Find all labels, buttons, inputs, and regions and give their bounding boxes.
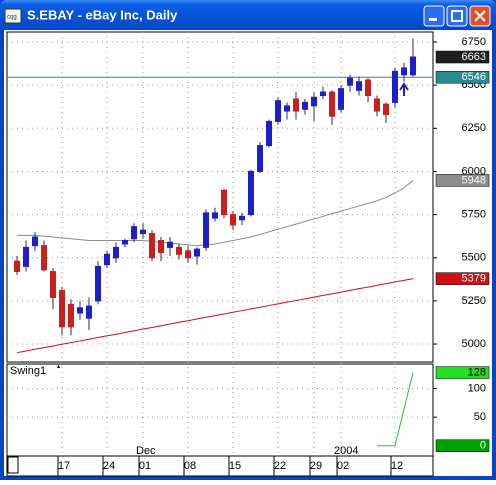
candle-body: [23, 246, 29, 267]
candle-body: [347, 77, 353, 86]
app-icon-glyph: cqg: [7, 15, 17, 21]
study-title: Swing1: [10, 365, 46, 377]
period-label: 2004: [334, 445, 358, 457]
maximize-button[interactable]: [446, 5, 468, 27]
candle-body: [68, 303, 74, 328]
y-tick-label: 50: [474, 411, 486, 423]
study-caret: [57, 365, 60, 368]
candle-body: [122, 239, 128, 245]
candle-body: [50, 271, 56, 298]
close-glyph: [474, 10, 486, 22]
price-marker-label: 5379: [462, 273, 486, 285]
price-marker-label: 6663: [462, 51, 486, 63]
candle-body: [392, 70, 398, 103]
candle-body: [149, 233, 155, 259]
title-bar: [0, 0, 496, 30]
candle-body: [401, 67, 407, 76]
price-marker-label: 0: [480, 440, 486, 452]
x-tick-label: 17: [58, 460, 70, 472]
candle-body: [320, 91, 326, 97]
signal-arrow: [399, 82, 409, 96]
price-marker: [435, 439, 490, 452]
candle-body: [86, 305, 92, 319]
minimize-button[interactable]: [423, 5, 445, 27]
scroll-handle[interactable]: [7, 456, 19, 474]
candle-body: [365, 79, 371, 97]
window-title: S.EBAY - eBay Inc, Daily: [27, 7, 178, 22]
price-marker: [435, 272, 490, 285]
candle-body: [311, 96, 317, 107]
price-panel: [6, 31, 434, 363]
candle-body: [59, 290, 65, 328]
moving-average: [16, 278, 414, 354]
candle-body: [104, 253, 110, 266]
moving-average: [17, 180, 414, 247]
candle-body: [41, 245, 47, 271]
y-tick-label: 6250: [462, 122, 486, 134]
y-tick-label: 5750: [462, 209, 486, 221]
price-marker-label: 6546: [462, 71, 486, 83]
candle-body: [167, 241, 173, 248]
price-marker: [435, 174, 490, 187]
candle-body: [203, 212, 209, 248]
candle-body: [266, 120, 272, 147]
x-tick-label: 24: [103, 460, 115, 472]
x-tick-label: 01: [139, 460, 151, 472]
candle-body: [293, 98, 299, 112]
price-marker: [435, 70, 490, 84]
candle-body: [95, 265, 101, 302]
candle-body: [221, 189, 227, 216]
candle-body: [239, 215, 245, 221]
candle-body: [113, 246, 119, 259]
x-tick-label: 15: [229, 460, 241, 472]
candle-body: [194, 248, 200, 257]
candle-body: [140, 229, 146, 235]
y-tick-label: 5000: [462, 338, 486, 350]
candle-body: [32, 236, 38, 247]
candle-body: [329, 91, 335, 117]
x-tick-label: 22: [274, 460, 286, 472]
candle-body: [338, 88, 344, 110]
y-tick-label: 6750: [462, 36, 486, 48]
candle-body: [14, 260, 20, 273]
candle-body: [374, 98, 380, 112]
app-icon: [4, 8, 22, 24]
candle-body: [176, 246, 182, 255]
candle-body: [248, 170, 254, 216]
y-tick-label: 5250: [462, 295, 486, 307]
price-marker: [435, 366, 490, 379]
candle-body: [275, 100, 281, 122]
candle-body: [77, 307, 83, 314]
candle-body: [383, 103, 389, 115]
client-area: [4, 30, 492, 476]
y-tick-label: 5500: [462, 252, 486, 264]
minimize-glyph: [429, 18, 437, 21]
candle-body: [284, 105, 290, 112]
candle-body: [410, 56, 416, 76]
candle-body: [131, 226, 137, 240]
candle-body: [212, 212, 218, 219]
maximize-glyph: [451, 10, 463, 22]
price-marker-label: 128: [468, 366, 486, 378]
x-tick-label: 29: [310, 460, 322, 472]
study-line: [377, 372, 414, 447]
candle-body: [230, 214, 236, 226]
period-label: Dec: [136, 445, 156, 457]
candle-body: [356, 81, 362, 91]
y-tick-label: 100: [468, 382, 486, 394]
price-marker-label: 5948: [462, 174, 486, 186]
x-tick-label: 12: [391, 460, 403, 472]
candle-body: [257, 145, 263, 172]
x-tick-label: 08: [184, 460, 196, 472]
price-marker: [435, 50, 490, 64]
date-axis: [6, 455, 434, 477]
candle-body: [302, 101, 308, 110]
candle-body: [158, 239, 164, 254]
x-tick-label: 02: [337, 460, 349, 472]
candle-body: [185, 250, 191, 259]
